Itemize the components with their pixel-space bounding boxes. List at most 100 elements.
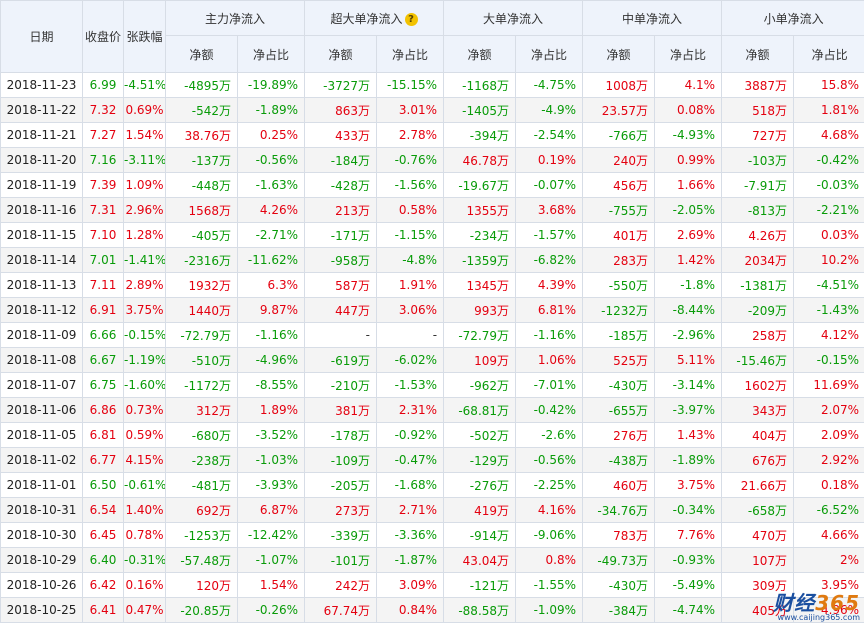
cell-super-large-amount: -101万 [304,547,378,573]
cell-main-amount: 1440万 [165,297,238,323]
cell-large-ratio: -7.01% [515,372,584,398]
cell-small-ratio: -6.52% [793,497,864,523]
group-header-main-label: 主力净流入 [205,11,266,26]
cell-super-large-ratio: -1.68% [376,472,445,498]
cell-medium-ratio: 0.08% [654,97,723,123]
cell-super-large-amount: -210万 [304,372,378,398]
cell-medium-amount: -438万 [582,447,656,473]
cell-medium-amount: -430万 [582,372,656,398]
column-header-small-amount[interactable]: 净额 [721,35,795,73]
cell-main-ratio: 1.54% [236,572,306,598]
column-header-super-large-ratio[interactable]: 净占比 [376,35,445,73]
cell-super-large-amount: 67.74万 [304,597,378,623]
cell-date: 2018-11-05 [0,422,83,448]
cell-medium-amount: 283万 [582,247,656,273]
cell-date: 2018-10-29 [0,547,83,573]
cell-medium-amount: 525万 [582,347,656,373]
cell-date: 2018-11-14 [0,247,83,273]
cell-super-large-ratio: - [376,322,445,348]
table-row: 2018-11-23 6.99 -4.51% -4895万 -19.89% -3727万 -… [0,72,864,98]
cell-change: 1.54% [123,122,166,148]
cell-large-ratio: 3.68% [515,197,584,223]
cell-medium-amount: 783万 [582,522,656,548]
cell-main-ratio: 6.87% [236,497,306,523]
cell-medium-ratio: -3.14% [654,372,723,398]
cell-medium-amount: 460万 [582,472,656,498]
cell-main-amount: 692万 [165,497,238,523]
cell-small-ratio: -0.03% [793,172,864,198]
column-header-change[interactable]: 张跌幅 [123,0,166,73]
cell-main-amount: 312万 [165,397,238,423]
column-header-super-large-amount[interactable]: 净额 [304,35,378,73]
cell-main-amount: 1932万 [165,272,238,298]
cell-main-amount: -1172万 [165,372,238,398]
cell-close: 7.11 [82,272,124,298]
cell-super-large-ratio: -0.76% [376,147,445,173]
cell-close: 7.39 [82,172,124,198]
cell-change: 1.28% [123,222,166,248]
cell-main-amount: -405万 [165,222,238,248]
cell-date: 2018-10-25 [0,597,83,623]
cell-main-amount: -542万 [165,97,238,123]
cell-small-ratio: 0.03% [793,222,864,248]
group-header-large: 大单净流入 [443,0,584,36]
cell-close: 6.40 [82,547,124,573]
cell-large-amount: -121万 [443,572,517,598]
cell-large-amount: 46.78万 [443,147,517,173]
cell-small-amount: -1381万 [721,272,795,298]
cell-close: 6.99 [82,72,124,98]
cell-super-large-ratio: 2.71% [376,497,445,523]
cell-medium-ratio: -0.93% [654,547,723,573]
cell-small-amount: 518万 [721,97,795,123]
cell-medium-amount: -430万 [582,572,656,598]
column-header-date[interactable]: 日期 [0,0,83,73]
column-header-close[interactable]: 收盘价 [82,0,124,73]
cell-change: 4.15% [123,447,166,473]
cell-medium-ratio: -2.05% [654,197,723,223]
column-header-large-ratio[interactable]: 净占比 [515,35,584,73]
table-row: 2018-11-19 7.39 1.09% -448万 -1.63% -428万 -1.56… [0,172,864,198]
cell-large-ratio: -1.16% [515,322,584,348]
cell-small-ratio: -4.51% [793,272,864,298]
column-header-main-amount[interactable]: 净额 [165,35,238,73]
cell-large-amount: 419万 [443,497,517,523]
cell-change: -0.31% [123,547,166,573]
column-header-small-ratio[interactable]: 净占比 [793,35,864,73]
cell-small-ratio: 10.2% [793,247,864,273]
group-header-medium-label: 中单净流入 [622,11,683,26]
cell-super-large-ratio: -1.56% [376,172,445,198]
cell-small-amount: -658万 [721,497,795,523]
cell-date: 2018-11-19 [0,172,83,198]
cell-small-amount: 405万 [721,597,795,623]
cell-small-amount: 107万 [721,547,795,573]
cell-large-ratio: -2.25% [515,472,584,498]
cell-main-ratio: -3.52% [236,422,306,448]
cell-large-amount: 43.04万 [443,547,517,573]
column-header-medium-amount[interactable]: 净额 [582,35,656,73]
question-icon[interactable]: ? [404,12,418,26]
cell-change: 0.59% [123,422,166,448]
cell-large-amount: 109万 [443,347,517,373]
cell-small-ratio: 1.81% [793,97,864,123]
cell-large-amount: 1355万 [443,197,517,223]
cell-medium-amount: 401万 [582,222,656,248]
cell-small-ratio: 4.12% [793,322,864,348]
table-row: 2018-11-22 7.32 0.69% -542万 -1.89% 863万 3.01% -… [0,97,864,123]
cell-main-amount: -20.85万 [165,597,238,623]
cell-close: 7.32 [82,97,124,123]
cell-main-amount: -57.48万 [165,547,238,573]
column-header-large-amount[interactable]: 净额 [443,35,517,73]
cell-main-amount: -137万 [165,147,238,173]
column-header-main-ratio[interactable]: 净占比 [236,35,306,73]
cell-large-ratio: 4.39% [515,272,584,298]
cell-large-ratio: -0.07% [515,172,584,198]
cell-main-amount: 1568万 [165,197,238,223]
cell-change: 0.73% [123,397,166,423]
cell-main-ratio: 1.89% [236,397,306,423]
column-header-medium-ratio[interactable]: 净占比 [654,35,723,73]
cell-date: 2018-11-07 [0,372,83,398]
header-row-metrics: 净额 净占比 净额 净占比 净额 净占比 净额 净占比 净额 净占比 [1,35,864,73]
cell-super-large-ratio: 2.31% [376,397,445,423]
cell-date: 2018-10-31 [0,497,83,523]
